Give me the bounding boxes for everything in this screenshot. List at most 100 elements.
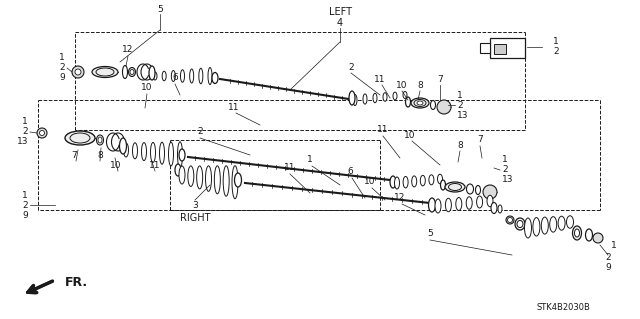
Ellipse shape — [141, 143, 147, 160]
Ellipse shape — [132, 143, 138, 159]
Text: 4: 4 — [337, 18, 343, 28]
Ellipse shape — [575, 229, 579, 237]
Ellipse shape — [411, 98, 429, 108]
Text: 2: 2 — [348, 63, 354, 72]
Text: 10: 10 — [141, 84, 153, 93]
Ellipse shape — [150, 142, 156, 162]
Ellipse shape — [541, 217, 548, 234]
Ellipse shape — [179, 166, 185, 184]
Ellipse shape — [159, 142, 164, 164]
Ellipse shape — [393, 92, 397, 100]
Text: 1: 1 — [22, 190, 28, 199]
Ellipse shape — [414, 100, 426, 107]
Ellipse shape — [477, 196, 483, 208]
Text: 7: 7 — [477, 136, 483, 145]
Bar — [480, 43, 490, 53]
Text: 9: 9 — [22, 211, 28, 219]
Ellipse shape — [177, 142, 182, 168]
Ellipse shape — [175, 164, 181, 176]
Ellipse shape — [205, 166, 211, 191]
Text: 1: 1 — [502, 155, 508, 165]
Ellipse shape — [180, 70, 184, 82]
Ellipse shape — [586, 229, 593, 241]
Circle shape — [593, 233, 603, 243]
Ellipse shape — [515, 218, 525, 230]
Ellipse shape — [122, 65, 127, 78]
Text: 12: 12 — [122, 46, 134, 55]
Ellipse shape — [508, 218, 513, 222]
Text: 10: 10 — [364, 177, 376, 187]
Circle shape — [75, 69, 81, 75]
Text: 1: 1 — [60, 54, 65, 63]
Ellipse shape — [97, 135, 104, 145]
Text: 11: 11 — [374, 76, 386, 85]
Ellipse shape — [466, 197, 472, 209]
Text: 2: 2 — [553, 48, 559, 56]
Text: 9: 9 — [60, 73, 65, 83]
Text: 13: 13 — [457, 110, 468, 120]
Ellipse shape — [70, 133, 90, 143]
Ellipse shape — [498, 205, 502, 213]
Text: 2: 2 — [60, 63, 65, 72]
Text: 3: 3 — [192, 201, 198, 210]
Text: LEFT: LEFT — [328, 7, 351, 17]
Text: 1: 1 — [307, 155, 313, 165]
Ellipse shape — [179, 149, 185, 161]
Ellipse shape — [172, 70, 175, 81]
Text: 5: 5 — [157, 4, 163, 13]
Text: 8: 8 — [97, 151, 103, 160]
Circle shape — [72, 66, 84, 78]
Ellipse shape — [383, 93, 387, 101]
Ellipse shape — [417, 101, 423, 105]
Text: 8: 8 — [457, 140, 463, 150]
Ellipse shape — [98, 137, 102, 143]
Ellipse shape — [573, 226, 582, 240]
Text: 8: 8 — [417, 80, 423, 90]
Text: 1: 1 — [611, 241, 617, 249]
Text: 5: 5 — [427, 229, 433, 239]
Ellipse shape — [124, 143, 129, 157]
Ellipse shape — [232, 166, 238, 199]
Ellipse shape — [92, 66, 118, 78]
Ellipse shape — [429, 175, 434, 185]
Text: 6: 6 — [347, 167, 353, 176]
Text: 10: 10 — [404, 130, 416, 139]
Text: 11: 11 — [228, 102, 240, 112]
Circle shape — [40, 130, 45, 136]
Bar — [490, 38, 525, 58]
Ellipse shape — [412, 176, 417, 187]
Ellipse shape — [517, 220, 523, 227]
Bar — [494, 44, 506, 54]
Text: RIGHT: RIGHT — [180, 213, 211, 223]
Ellipse shape — [487, 195, 493, 207]
Ellipse shape — [406, 97, 410, 107]
Ellipse shape — [212, 72, 218, 84]
Ellipse shape — [168, 142, 173, 166]
Ellipse shape — [214, 166, 220, 194]
Text: 1: 1 — [457, 91, 463, 100]
Ellipse shape — [234, 173, 241, 187]
Text: STK4B2030B: STK4B2030B — [536, 303, 590, 313]
Ellipse shape — [476, 186, 481, 195]
Ellipse shape — [96, 68, 114, 76]
Ellipse shape — [349, 91, 355, 105]
Text: 11: 11 — [149, 160, 161, 169]
Ellipse shape — [149, 66, 155, 80]
Ellipse shape — [566, 216, 573, 228]
Text: 6: 6 — [172, 73, 178, 83]
Ellipse shape — [120, 138, 127, 154]
Ellipse shape — [189, 69, 194, 83]
Ellipse shape — [456, 197, 462, 211]
Text: 7: 7 — [437, 75, 443, 84]
Ellipse shape — [394, 177, 399, 189]
Text: 2: 2 — [197, 128, 203, 137]
Ellipse shape — [65, 131, 95, 145]
Ellipse shape — [467, 184, 474, 194]
Ellipse shape — [491, 203, 497, 213]
Ellipse shape — [196, 166, 203, 189]
Text: 11: 11 — [284, 164, 296, 173]
Ellipse shape — [438, 174, 442, 184]
Ellipse shape — [353, 94, 357, 106]
Text: 2: 2 — [502, 166, 508, 174]
Ellipse shape — [188, 166, 194, 186]
